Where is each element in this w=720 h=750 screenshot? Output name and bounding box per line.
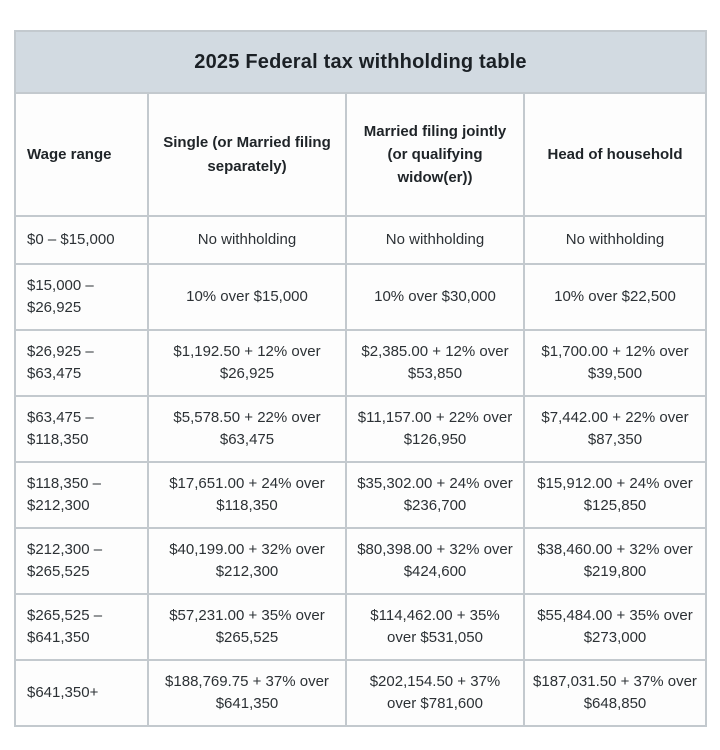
married-jointly-cell: No withholding xyxy=(345,215,525,265)
table-row: $212,300 – $265,525 $40,199.00 + 32% ove… xyxy=(14,527,707,595)
married-jointly-cell: $80,398.00 + 32% over $424,600 xyxy=(345,527,525,595)
table-row: $63,475 – $118,350 $5,578.50 + 22% over … xyxy=(14,395,707,463)
single-cell: $1,192.50 + 12% over $26,925 xyxy=(147,329,347,397)
table-header-row: Wage range Single (or Married filing sep… xyxy=(14,92,707,217)
single-cell: $5,578.50 + 22% over $63,475 xyxy=(147,395,347,463)
wage-range-cell: $0 – $15,000 xyxy=(14,215,149,265)
tax-withholding-table: 2025 Federal tax withholding table Wage … xyxy=(14,30,707,727)
table-row: $15,000 – $26,925 10% over $15,000 10% o… xyxy=(14,263,707,331)
head-of-household-cell: $38,460.00 + 32% over $219,800 xyxy=(523,527,707,595)
head-of-household-cell: No withholding xyxy=(523,215,707,265)
married-jointly-cell: $114,462.00 + 35% over $531,050 xyxy=(345,593,525,661)
column-header-married-filing-jointly: Married filing jointly (or qualifying wi… xyxy=(345,92,525,217)
table-title: 2025 Federal tax withholding table xyxy=(14,30,707,94)
married-jointly-cell: $202,154.50 + 37% over $781,600 xyxy=(345,659,525,727)
wage-range-cell: $26,925 – $63,475 xyxy=(14,329,149,397)
head-of-household-cell: 10% over $22,500 xyxy=(523,263,707,331)
wage-range-cell: $265,525 – $641,350 xyxy=(14,593,149,661)
married-jointly-cell: $11,157.00 + 22% over $126,950 xyxy=(345,395,525,463)
wage-range-cell: $15,000 – $26,925 xyxy=(14,263,149,331)
table-title-row: 2025 Federal tax withholding table xyxy=(14,30,707,94)
single-cell: $40,199.00 + 32% over $212,300 xyxy=(147,527,347,595)
single-cell: $17,651.00 + 24% over $118,350 xyxy=(147,461,347,529)
head-of-household-cell: $55,484.00 + 35% over $273,000 xyxy=(523,593,707,661)
wage-range-cell: $641,350+ xyxy=(14,659,149,727)
table-row: $265,525 – $641,350 $57,231.00 + 35% ove… xyxy=(14,593,707,661)
table-row: $641,350+ $188,769.75 + 37% over $641,35… xyxy=(14,659,707,727)
head-of-household-cell: $15,912.00 + 24% over $125,850 xyxy=(523,461,707,529)
single-cell: No withholding xyxy=(147,215,347,265)
wage-range-cell: $212,300 – $265,525 xyxy=(14,527,149,595)
single-cell: $57,231.00 + 35% over $265,525 xyxy=(147,593,347,661)
head-of-household-cell: $1,700.00 + 12% over $39,500 xyxy=(523,329,707,397)
column-header-wage-range: Wage range xyxy=(14,92,149,217)
married-jointly-cell: $2,385.00 + 12% over $53,850 xyxy=(345,329,525,397)
single-cell: 10% over $15,000 xyxy=(147,263,347,331)
married-jointly-cell: $35,302.00 + 24% over $236,700 xyxy=(345,461,525,529)
table-row: $26,925 – $63,475 $1,192.50 + 12% over $… xyxy=(14,329,707,397)
head-of-household-cell: $7,442.00 + 22% over $87,350 xyxy=(523,395,707,463)
table-row: $118,350 – $212,300 $17,651.00 + 24% ove… xyxy=(14,461,707,529)
column-header-head-of-household: Head of household xyxy=(523,92,707,217)
wage-range-cell: $118,350 – $212,300 xyxy=(14,461,149,529)
wage-range-cell: $63,475 – $118,350 xyxy=(14,395,149,463)
head-of-household-cell: $187,031.50 + 37% over $648,850 xyxy=(523,659,707,727)
column-header-single: Single (or Married filing separately) xyxy=(147,92,347,217)
married-jointly-cell: 10% over $30,000 xyxy=(345,263,525,331)
single-cell: $188,769.75 + 37% over $641,350 xyxy=(147,659,347,727)
table-row: $0 – $15,000 No withholding No withholdi… xyxy=(14,215,707,265)
